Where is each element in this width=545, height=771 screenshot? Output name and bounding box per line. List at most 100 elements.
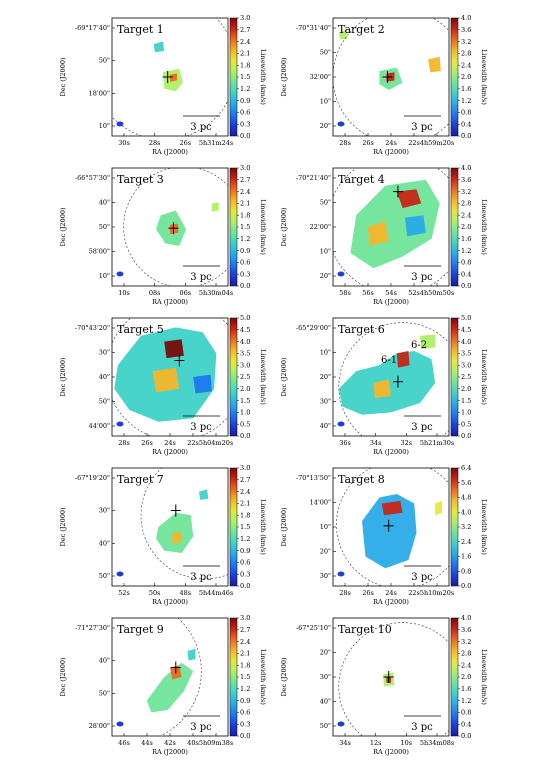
emission-region <box>396 351 410 368</box>
y-tick-label: 50" <box>99 398 110 406</box>
x-tick-label: 52s <box>118 589 130 597</box>
x-tick-label: 4h50m50s <box>420 289 454 297</box>
panel-title: Target 9 <box>117 623 164 636</box>
colorbar-label: Linewidth (km/s) <box>480 49 488 105</box>
x-axis-label: RA (J2000) <box>373 298 409 306</box>
colorbar-tick-label: 1.0 <box>240 409 250 417</box>
x-tick-label: 10s <box>118 289 130 297</box>
colorbar-tick-label: 0.5 <box>240 420 250 428</box>
emission-region <box>428 56 441 73</box>
panel-target-8: Target 8 3 pc 28s 26s 24s 22s 5h10m20s RA (J200… <box>280 464 488 606</box>
colorbar-label: Linewidth (km/s) <box>480 499 488 555</box>
colorbar-tick-label: 0.0 <box>240 432 250 440</box>
x-axis-label: RA (J2000) <box>373 148 409 156</box>
x-tick-label: 08s <box>149 289 161 297</box>
x-tick-label: 5h09m38s <box>199 739 233 747</box>
x-tick-label: 28s <box>339 139 351 147</box>
x-tick-label: 5h10m20s <box>420 589 454 597</box>
x-tick-label: 26s <box>141 439 153 447</box>
x-tick-label: 28s <box>149 139 161 147</box>
scale-label: 3 pc <box>411 422 433 433</box>
colorbar-tick-label: 1.5 <box>240 523 250 531</box>
x-tick-label: 26s <box>362 589 374 597</box>
colorbar-tick-label: 1.6 <box>461 235 471 243</box>
colorbar-tick-label: 1.8 <box>240 511 250 519</box>
colorbar-tick-label: 2.8 <box>461 200 471 208</box>
map-content <box>336 468 449 586</box>
map-content <box>116 168 228 286</box>
map-content <box>333 18 449 136</box>
y-tick-label: 30" <box>320 398 331 406</box>
colorbar-tick-label: 0.6 <box>240 559 250 567</box>
colorbar-tick-label: 2.0 <box>461 223 471 231</box>
colorbar-tick-label: 2.1 <box>240 200 250 208</box>
colorbar-tick-label: 0.6 <box>240 709 250 717</box>
panel-target-3: Target 3 3 pc 10s 08s 06s 5h30m04s RA (J2000) -… <box>59 164 267 306</box>
colorbar-tick-label: 3.0 <box>461 361 471 369</box>
colorbar-tick-label: 2.4 <box>240 488 250 496</box>
y-tick-label: 28'00" <box>89 722 110 730</box>
x-tick-label: 5h21m30s <box>420 439 454 447</box>
y-tick-label: 50" <box>99 689 110 697</box>
colorbar-tick-label: 2.1 <box>240 500 250 508</box>
colorbar-tick-label: 3.0 <box>240 14 250 22</box>
x-axis-label: RA (J2000) <box>373 598 409 606</box>
map-content <box>116 468 228 580</box>
x-tick-label: 22s <box>408 139 420 147</box>
y-tick-label: 20" <box>320 272 331 280</box>
colorbar-tick-label: 1.2 <box>461 247 471 255</box>
scale-label: 3 pc <box>411 122 433 133</box>
emission-region <box>367 221 389 246</box>
y-axis-label: Dec (J2000) <box>59 57 67 96</box>
y-axis-label: Dec (J2000) <box>59 657 67 696</box>
x-tick-label: 5h34m08s <box>420 739 454 747</box>
x-axis-label: RA (J2000) <box>152 148 188 156</box>
colorbar-tick-label: 3.2 <box>461 523 471 531</box>
x-tick-label: 26s <box>180 139 192 147</box>
panel-target-6: Target 6 3 pc 6-1 6-2 36s 34s 32s 5h21m30s RA (J… <box>280 314 488 456</box>
colorbar-tick-label: 2.4 <box>461 538 471 546</box>
x-tick-label: 36s <box>339 439 351 447</box>
y-tick-label: 18'00" <box>89 89 110 97</box>
y-tick-label: -69°17'40" <box>75 24 110 32</box>
colorbar-tick-label: 3.5 <box>461 350 471 358</box>
beam-ellipse <box>337 571 345 577</box>
colorbar-tick-label: 3.2 <box>461 638 471 646</box>
beam-ellipse <box>337 271 345 277</box>
panel-target-10: Target 10 3 pc 34s 12s 10s 5h34m08s RA (J2000)… <box>280 614 488 756</box>
y-tick-label: 58'00" <box>89 248 110 256</box>
y-tick-label: 32'00" <box>310 73 331 81</box>
colorbar-tick-label: 1.6 <box>461 85 471 93</box>
emission-region <box>362 494 417 569</box>
y-tick-label: 40" <box>320 698 331 706</box>
x-axis-label: RA (J2000) <box>152 598 188 606</box>
colorbar-tick-label: 3.0 <box>240 164 250 172</box>
x-tick-label: 56s <box>362 289 374 297</box>
colorbar-label: Linewidth (km/s) <box>480 199 488 255</box>
colorbar-tick-label: 4.0 <box>461 614 471 622</box>
panel-title: Target 3 <box>117 173 164 186</box>
colorbar <box>450 17 459 137</box>
scale-label: 3 pc <box>190 722 212 733</box>
colorbar-tick-label: 4.0 <box>461 14 471 22</box>
x-tick-label: 50s <box>149 589 161 597</box>
colorbar-tick-label: 4.0 <box>461 508 471 516</box>
y-tick-label: 30" <box>99 349 110 357</box>
colorbar-tick-label: 0.5 <box>461 420 471 428</box>
colorbar-tick-label: 0.9 <box>240 247 250 255</box>
x-tick-label: 34s <box>370 439 382 447</box>
colorbar-tick-label: 2.0 <box>461 385 471 393</box>
x-tick-label: 46s <box>118 739 130 747</box>
x-tick-label: 30s <box>118 139 130 147</box>
map-content <box>337 322 449 436</box>
y-tick-label: 10" <box>320 349 331 357</box>
panel-title: Target 1 <box>117 23 164 36</box>
y-tick-label: 30" <box>320 673 331 681</box>
colorbar-tick-label: 0.6 <box>240 259 250 267</box>
y-tick-label: 30" <box>320 572 331 580</box>
y-tick-label: -67°25'10" <box>296 624 331 632</box>
colorbar-tick-label: 1.5 <box>240 397 250 405</box>
colorbar-tick-label: 1.2 <box>240 685 250 693</box>
panel-title: Target 4 <box>338 173 385 186</box>
x-tick-label: 06s <box>180 289 192 297</box>
